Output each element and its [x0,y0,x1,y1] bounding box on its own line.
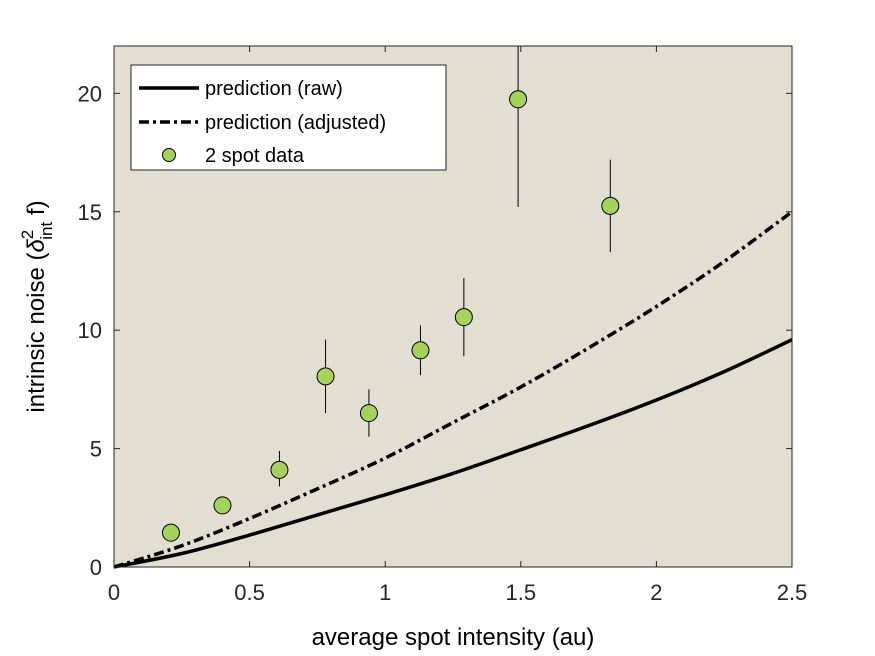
legend-box [130,64,447,171]
x-tick-label: 1.5 [506,580,537,605]
y-tick-label: 0 [90,555,102,580]
data-point [161,523,180,542]
legend: prediction (raw) prediction (adjusted) 2… [130,64,447,171]
y-axis-label-prefix: intrinsic noise ( [23,253,50,413]
data-point [509,90,528,109]
y-tick-label: 10 [78,318,102,343]
data-point [213,496,232,515]
y-axis: 0 5 10 15 20 [78,81,792,580]
data-point [454,308,473,327]
data-markers [161,90,620,542]
x-tick-label: 0.5 [234,580,265,605]
plot-frame [113,45,793,568]
data-point [601,196,620,215]
y-axis-label-symbol: δ [23,239,50,253]
y-axis-label-suffix: f) [23,200,50,221]
x-tick-label: 2 [650,580,662,605]
x-tick-label: 2.5 [777,580,808,605]
y-axis-label: intrinsic noise (δ2int f) [18,200,56,412]
legend-label-adjusted: prediction (adjusted) [205,112,386,134]
y-tick-label: 15 [78,200,102,225]
x-axis: 0 0.5 1 1.5 2 2.5 [108,46,807,605]
x-tick-label: 1 [379,580,391,605]
data-point [270,460,289,479]
y-axis-label-subscript: int [37,221,56,239]
x-axis-label: average spot intensity (au) [312,624,595,651]
y-axis-label-superscript: 2 [18,230,37,239]
series-line-adjusted [113,210,794,569]
x-tick-label: 0 [108,580,120,605]
data-point [411,341,430,360]
data-point [316,367,335,386]
data-point [359,404,378,423]
legend-label-raw: prediction (raw) [205,78,343,100]
y-tick-label: 20 [78,81,102,106]
legend-swatch-data [162,148,176,162]
series-line-raw [113,338,793,569]
prediction-curves [113,210,794,569]
legend-label-data: 2 spot data [205,145,305,167]
y-tick-label: 5 [90,437,102,462]
